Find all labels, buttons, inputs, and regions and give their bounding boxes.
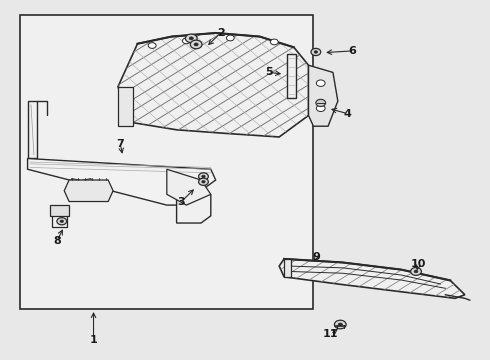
Circle shape — [189, 37, 193, 40]
Circle shape — [317, 105, 325, 112]
Text: 2: 2 — [217, 28, 224, 38]
Polygon shape — [309, 65, 338, 126]
Circle shape — [411, 267, 421, 275]
Text: 8: 8 — [53, 236, 61, 246]
Circle shape — [194, 43, 198, 46]
Circle shape — [60, 220, 64, 222]
Polygon shape — [287, 54, 296, 98]
Circle shape — [185, 34, 197, 42]
Polygon shape — [27, 158, 216, 205]
Polygon shape — [279, 259, 465, 298]
Text: 9: 9 — [312, 252, 320, 262]
Polygon shape — [82, 179, 91, 185]
Circle shape — [198, 178, 208, 185]
Circle shape — [317, 80, 325, 86]
Circle shape — [226, 35, 234, 41]
Text: 11: 11 — [323, 329, 338, 339]
Text: 10: 10 — [411, 259, 426, 269]
Circle shape — [311, 48, 321, 55]
FancyBboxPatch shape — [20, 15, 314, 309]
Circle shape — [338, 323, 343, 326]
Polygon shape — [64, 180, 113, 202]
Circle shape — [334, 320, 346, 329]
Circle shape — [314, 51, 318, 53]
Polygon shape — [49, 205, 69, 216]
Circle shape — [270, 39, 278, 45]
Polygon shape — [118, 87, 133, 126]
Polygon shape — [167, 169, 211, 205]
Circle shape — [182, 38, 190, 44]
Circle shape — [57, 218, 67, 225]
Polygon shape — [176, 194, 211, 223]
Circle shape — [414, 270, 418, 273]
Text: 1: 1 — [90, 334, 98, 345]
Circle shape — [190, 40, 202, 49]
Text: 3: 3 — [178, 197, 185, 207]
Polygon shape — [118, 33, 309, 137]
Circle shape — [316, 99, 326, 107]
Text: 5: 5 — [266, 67, 273, 77]
Polygon shape — [27, 101, 37, 158]
Text: 7: 7 — [117, 139, 124, 149]
Text: 4: 4 — [343, 109, 351, 119]
Text: 6: 6 — [348, 46, 356, 56]
Polygon shape — [284, 259, 292, 277]
Circle shape — [148, 42, 156, 48]
Circle shape — [202, 175, 205, 178]
Polygon shape — [72, 179, 80, 185]
Circle shape — [198, 173, 208, 180]
Circle shape — [202, 180, 205, 183]
